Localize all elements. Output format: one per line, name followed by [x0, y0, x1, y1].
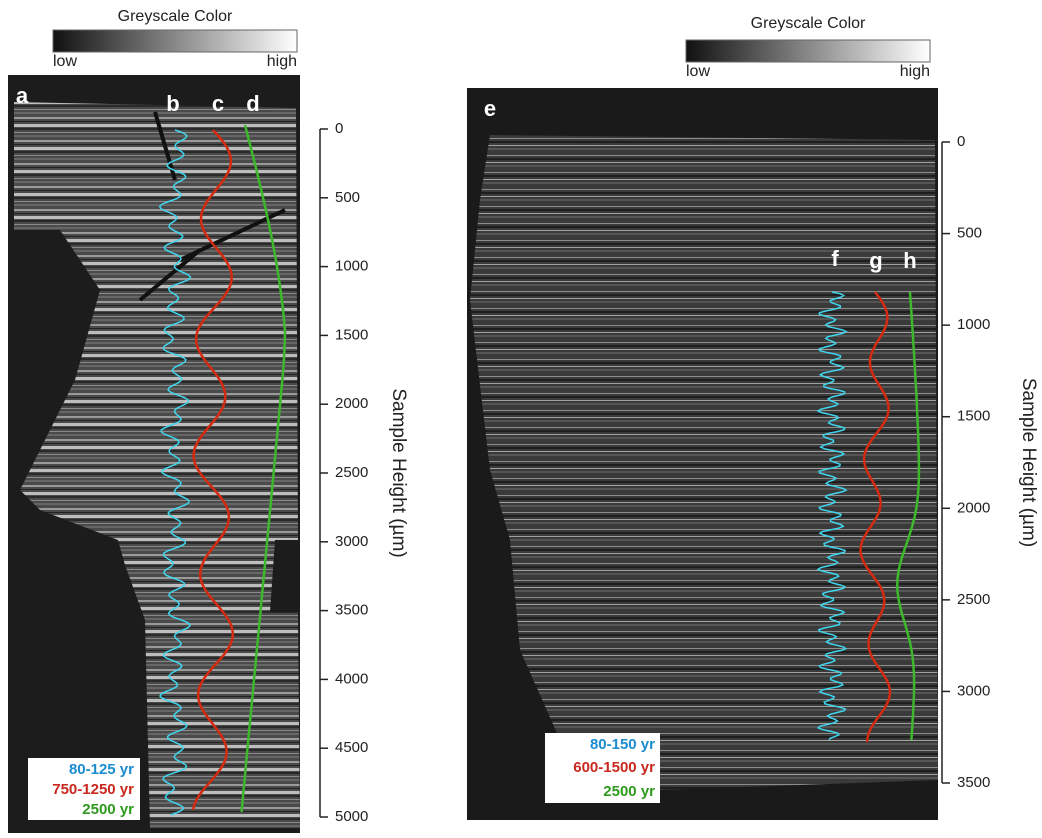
- colorbar-low: low: [686, 63, 710, 80]
- legend-entry: 600-1500 yr: [573, 759, 655, 776]
- legend-entry: 80-125 yr: [69, 761, 134, 778]
- panel-letter: e: [484, 96, 496, 121]
- tick-label: 0: [335, 120, 343, 137]
- tick-label: 3000: [957, 682, 990, 699]
- tick-label: 3500: [957, 774, 990, 791]
- axis-label: Sample Height (µm): [1018, 378, 1039, 547]
- tick-label: 4000: [335, 670, 368, 687]
- colorbar-title: Greyscale Color: [118, 8, 233, 25]
- tick-label: 3500: [335, 602, 368, 619]
- tick-label: 4500: [335, 739, 368, 756]
- tick-label: 1000: [335, 258, 368, 275]
- panel-letter: f: [831, 246, 839, 271]
- sample-image: [470, 135, 938, 790]
- tick-label: 1500: [957, 408, 990, 425]
- tick-label: 1500: [335, 326, 368, 343]
- axis-label: Sample Height (µm): [388, 388, 409, 557]
- panel-letter: b: [166, 91, 179, 116]
- tick-label: 2000: [335, 395, 368, 412]
- colorbar: [686, 40, 930, 62]
- colorbar-title: Greyscale Color: [751, 15, 866, 32]
- panel-letter: c: [212, 91, 224, 116]
- tick-label: 3000: [335, 533, 368, 550]
- figure: Greyscale Color low high a b cd 0 500 1000 1500 20…: [0, 0, 1042, 833]
- tick-label: 0: [957, 133, 965, 150]
- tick-label: 2500: [957, 591, 990, 608]
- legend-entry: 2500 yr: [603, 783, 655, 800]
- colorbar: [53, 30, 297, 52]
- tick-label: 1000: [957, 316, 990, 333]
- colorbar-high: high: [900, 63, 930, 80]
- tick-label: 500: [957, 225, 982, 242]
- tick-label: 2000: [957, 499, 990, 516]
- panel-letter: a: [16, 83, 29, 108]
- panel-letter: d: [246, 91, 259, 116]
- legend-entry: 750-1250 yr: [52, 781, 134, 798]
- panel-letter: g: [869, 248, 882, 273]
- legend-entry: 80-150 yr: [590, 736, 655, 753]
- panel-letter: h: [903, 248, 916, 273]
- tick-label: 500: [335, 189, 360, 206]
- tick-label: 2500: [335, 464, 368, 481]
- legend-entry: 2500 yr: [82, 801, 134, 818]
- tick-label: 5000: [335, 808, 368, 825]
- colorbar-high: high: [267, 53, 297, 70]
- colorbar-low: low: [53, 53, 77, 70]
